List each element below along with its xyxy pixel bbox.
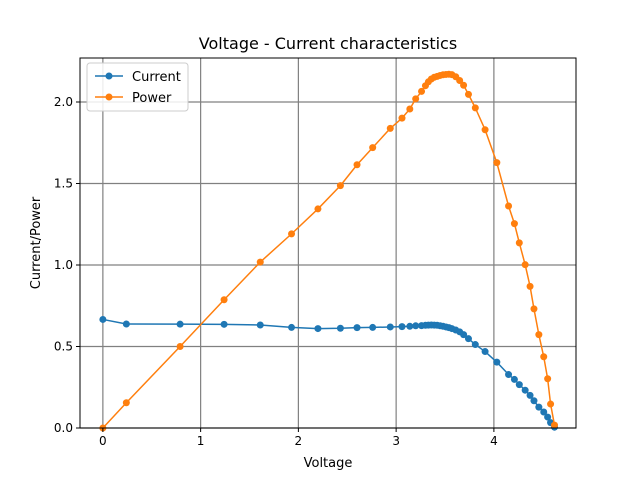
data-point-current (412, 322, 420, 330)
y-tick-label: 1.5 (54, 177, 73, 191)
data-point-current (122, 320, 130, 328)
legend-marker-power (105, 93, 113, 101)
data-point-power (412, 95, 420, 103)
data-point-current (544, 413, 552, 421)
data-point-power (406, 105, 414, 113)
data-point-current (288, 323, 296, 331)
data-point-power (256, 258, 264, 266)
data-point-current (256, 321, 264, 329)
data-point-power (418, 87, 426, 95)
legend-label-current: Current (132, 70, 181, 85)
data-point-power (544, 375, 552, 383)
data-point-power (547, 400, 555, 408)
x-axis-label: Voltage (304, 456, 353, 471)
legend: Current Power (86, 62, 189, 112)
data-point-current (493, 358, 501, 366)
legend-label-power: Power (132, 91, 172, 106)
data-point-power (220, 296, 228, 304)
x-tick-label: 3 (392, 434, 400, 448)
data-point-power (471, 104, 479, 112)
data-point-current (314, 325, 322, 333)
axis-ticks: 0 1 2 3 4 0.0 0.5 1.0 1.5 2.0 (54, 95, 498, 448)
data-point-power (386, 124, 394, 132)
data-point-power (505, 202, 513, 210)
data-point-current (464, 335, 472, 343)
data-point-power (535, 331, 543, 339)
data-point-current (521, 386, 529, 394)
data-point-current (505, 371, 513, 379)
data-point-current (99, 315, 107, 323)
data-point-power (493, 159, 501, 167)
data-point-power (353, 161, 361, 169)
data-point-power (515, 239, 523, 247)
y-tick-label: 0.0 (54, 421, 73, 435)
data-point-power (456, 76, 464, 84)
data-point-current (386, 323, 394, 331)
data-point-power (398, 114, 406, 122)
data-point-power (314, 205, 322, 213)
y-tick-label: 0.5 (54, 340, 73, 354)
x-tick-label: 4 (490, 434, 498, 448)
data-point-power (530, 305, 538, 313)
data-point-power (526, 282, 534, 290)
legend-marker-current (105, 72, 113, 80)
data-point-current (471, 341, 479, 349)
data-point-power (540, 353, 548, 361)
data-point-power (288, 230, 296, 238)
data-point-power (481, 126, 489, 134)
y-tick-label: 1.0 (54, 258, 73, 272)
data-point-power (521, 261, 529, 269)
data-point-power (369, 144, 377, 152)
data-point-current (369, 323, 377, 331)
data-point-power (336, 182, 344, 190)
data-point-power (460, 81, 468, 89)
data-point-current (515, 381, 523, 389)
data-point-current (510, 375, 518, 383)
y-axis-label: Current/Power (29, 196, 44, 289)
data-point-current (398, 323, 406, 331)
data-point-power (176, 343, 184, 350)
data-point-current (336, 324, 344, 332)
x-tick-label: 0 (99, 434, 107, 448)
data-point-current (481, 348, 489, 356)
x-tick-label: 2 (295, 434, 303, 448)
data-point-current (530, 397, 538, 405)
plot-series (99, 70, 558, 432)
data-point-current (220, 320, 228, 328)
axes-frame (79, 57, 577, 429)
chart-title: Voltage - Current characteristics (199, 34, 457, 53)
x-tick-label: 1 (197, 434, 205, 448)
data-point-power (510, 220, 518, 228)
data-point-current (526, 391, 534, 399)
data-point-current (535, 403, 543, 411)
data-point-power (122, 399, 130, 407)
y-tick-label: 2.0 (54, 95, 73, 109)
data-point-current (540, 408, 548, 416)
data-point-power (464, 90, 472, 98)
data-point-current (176, 320, 184, 328)
data-point-power (550, 421, 558, 429)
data-point-current (460, 331, 468, 339)
data-point-current (353, 324, 361, 332)
data-point-current (406, 322, 414, 330)
